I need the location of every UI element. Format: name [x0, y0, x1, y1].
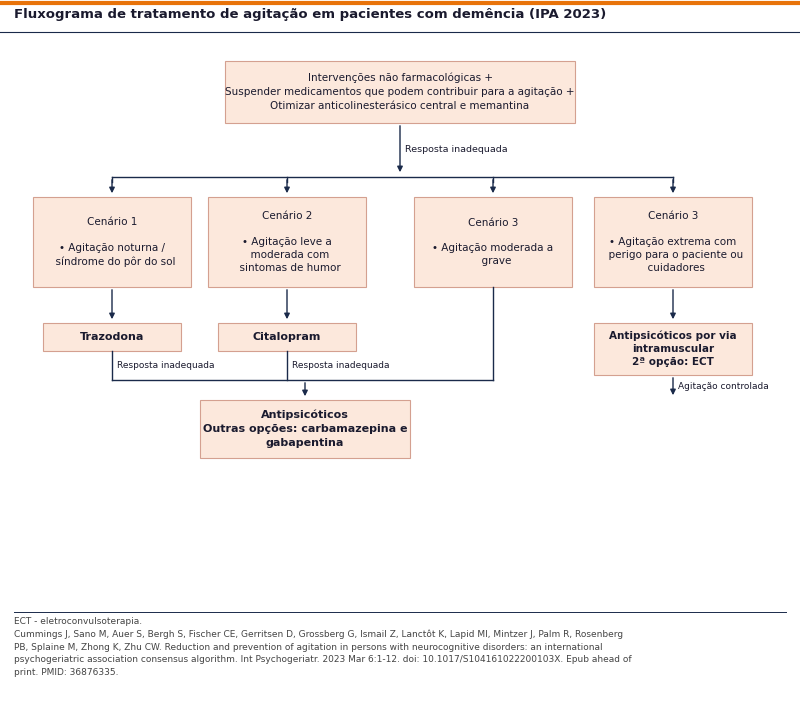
Text: Cenário 1

• Agitação noturna /
  síndrome do pôr do sol: Cenário 1 • Agitação noturna / síndrome … — [49, 218, 175, 267]
Text: Intervenções não farmacológicas +
Suspender medicamentos que podem contribuir pa: Intervenções não farmacológicas + Suspen… — [226, 73, 574, 111]
FancyBboxPatch shape — [218, 323, 356, 351]
Text: ECT - eletroconvulsoterapia.
Cummings J, Sano M, Auer S, Bergh S, Fischer CE, Ge: ECT - eletroconvulsoterapia. Cummings J,… — [14, 617, 632, 677]
Text: Antipsicóticos por via
intramuscular
2ª opção: ECT: Antipsicóticos por via intramuscular 2ª … — [609, 331, 737, 368]
Text: Agitação controlada: Agitação controlada — [678, 382, 769, 391]
FancyBboxPatch shape — [225, 61, 575, 123]
Text: Resposta inadequada: Resposta inadequada — [292, 361, 390, 370]
Text: Cenário 3

• Agitação moderada a
  grave: Cenário 3 • Agitação moderada a grave — [433, 218, 554, 267]
Text: Cenário 3

• Agitação extrema com
  perigo para o paciente ou
  cuidadores: Cenário 3 • Agitação extrema com perigo … — [602, 211, 744, 273]
FancyBboxPatch shape — [43, 323, 181, 351]
Text: Trazodona: Trazodona — [80, 332, 144, 342]
FancyBboxPatch shape — [414, 197, 572, 287]
FancyBboxPatch shape — [208, 197, 366, 287]
Text: Fluxograma de tratamento de agitação em pacientes com demência (IPA 2023): Fluxograma de tratamento de agitação em … — [14, 8, 606, 21]
FancyBboxPatch shape — [33, 197, 191, 287]
Text: Resposta inadequada: Resposta inadequada — [405, 146, 508, 155]
FancyBboxPatch shape — [200, 400, 410, 458]
Text: Resposta inadequada: Resposta inadequada — [117, 361, 214, 370]
FancyBboxPatch shape — [594, 323, 752, 375]
Text: Cenário 2

• Agitação leve a
  moderada com
  sintomas de humor: Cenário 2 • Agitação leve a moderada com… — [233, 211, 341, 273]
FancyBboxPatch shape — [594, 197, 752, 287]
Text: Citalopram: Citalopram — [253, 332, 321, 342]
Text: Antipsicóticos
Outras opções: carbamazepina e
gabapentina: Antipsicóticos Outras opções: carbamazep… — [202, 410, 407, 448]
